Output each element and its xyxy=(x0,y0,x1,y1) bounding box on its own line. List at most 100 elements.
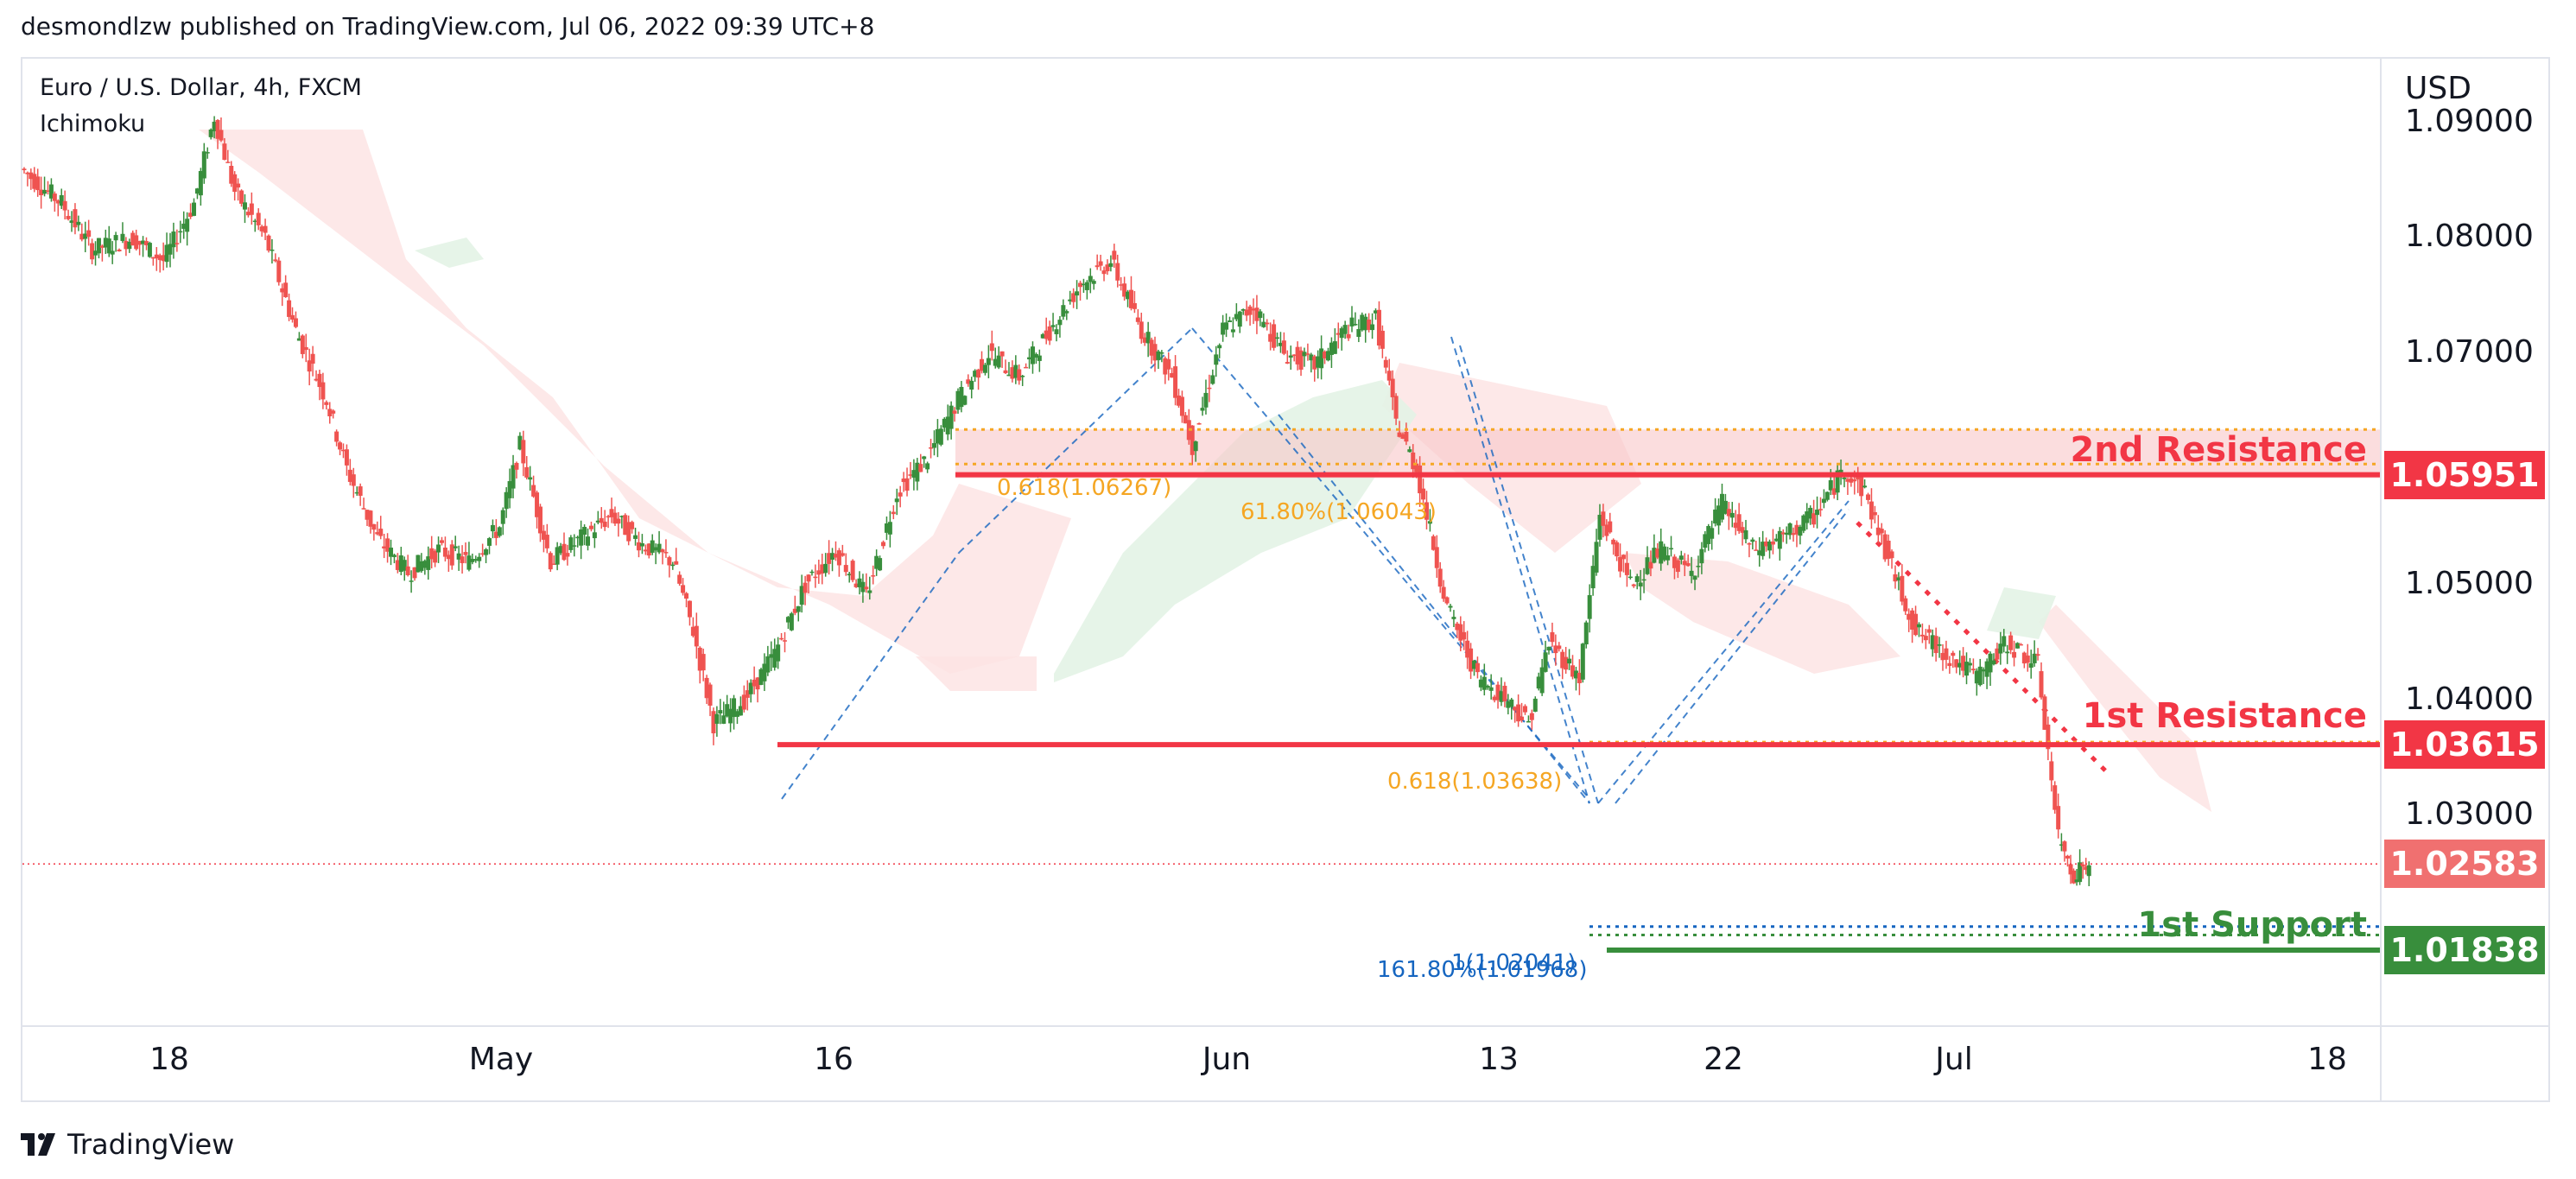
candle-body xyxy=(982,364,987,373)
candle-body xyxy=(1564,656,1569,670)
candle-body xyxy=(535,492,540,517)
candle-body xyxy=(1977,666,1983,686)
candle-body xyxy=(490,524,495,532)
pattern-line xyxy=(1597,500,1850,804)
candle-body xyxy=(568,537,574,550)
candle-body xyxy=(1227,320,1232,322)
candle-body xyxy=(327,409,333,416)
candle-body xyxy=(1984,661,1989,677)
candle-body xyxy=(90,243,95,260)
candle-body xyxy=(1078,282,1083,288)
candle-body xyxy=(616,518,621,524)
candle-body xyxy=(69,220,74,224)
candle-body xyxy=(1251,308,1256,311)
candle-body xyxy=(1594,542,1599,573)
candle-body xyxy=(867,590,872,593)
candle-body xyxy=(993,358,998,366)
candle-body xyxy=(2068,864,2073,875)
candle-body xyxy=(1444,597,1450,604)
candle-body xyxy=(1156,351,1161,360)
candle-body xyxy=(1272,324,1277,348)
candle-body xyxy=(1957,662,1963,668)
level-lines xyxy=(22,428,2381,953)
candle-body xyxy=(1094,265,1100,268)
candle-body xyxy=(470,559,475,562)
candle-body xyxy=(843,565,848,573)
candle-body xyxy=(1862,485,1868,488)
fib-label: 0.618(1.06267) xyxy=(997,475,1172,501)
candle-body xyxy=(1380,330,1385,349)
candle-body xyxy=(847,574,852,576)
candle-body xyxy=(1784,532,1789,535)
candle-body xyxy=(1339,328,1344,339)
fib-label: 1(1.02041) xyxy=(1451,950,1577,976)
candle-body xyxy=(745,690,750,698)
candle-body xyxy=(674,561,679,565)
candle-body xyxy=(157,255,162,261)
candle-body xyxy=(1064,311,1069,314)
candle-body xyxy=(633,535,638,539)
candle-body xyxy=(1135,317,1140,322)
candle-body xyxy=(259,226,264,231)
candle-body xyxy=(283,282,289,298)
candle-body xyxy=(684,593,689,599)
candle-body xyxy=(497,527,502,536)
candle-body xyxy=(779,637,784,640)
candle-body xyxy=(1421,488,1426,500)
candle-body xyxy=(1882,534,1888,560)
candle-body xyxy=(1142,337,1147,343)
candle-body xyxy=(1669,548,1674,550)
candle-body xyxy=(1091,281,1096,284)
candle-body xyxy=(1539,667,1545,694)
x-axis-tick: Jun xyxy=(1202,1042,1252,1077)
candle-body xyxy=(1020,376,1025,377)
candle-body xyxy=(1916,624,1921,628)
candle-body xyxy=(1791,533,1796,536)
candle-body xyxy=(1278,342,1283,346)
candle-body xyxy=(588,525,593,529)
candle-body xyxy=(1831,488,1837,495)
candle-body xyxy=(1652,548,1657,563)
candle-body xyxy=(1764,541,1769,547)
tradingview-logo[interactable]: TradingView xyxy=(21,1128,234,1161)
cloud-red-segment xyxy=(199,130,1071,674)
candle-body xyxy=(918,464,923,472)
candle-body xyxy=(1801,515,1806,531)
candle-body xyxy=(1696,566,1701,567)
candle-body xyxy=(1689,570,1694,576)
candle-body xyxy=(1866,494,1871,500)
candle-body xyxy=(239,190,244,204)
candle-body xyxy=(935,428,940,444)
candle-body xyxy=(1003,370,1008,374)
candle-body xyxy=(2035,654,2040,656)
candle-body xyxy=(718,710,723,714)
candle-body xyxy=(76,221,81,225)
candle-body xyxy=(1509,699,1514,707)
price-series xyxy=(22,116,2091,886)
candle-body xyxy=(1672,556,1677,568)
candle-body xyxy=(1027,357,1032,360)
candle-body xyxy=(361,508,366,510)
candle-body xyxy=(1061,305,1066,317)
candle-body xyxy=(1363,316,1368,331)
candle-body xyxy=(711,711,716,734)
candle-body xyxy=(1030,346,1035,364)
candle-body xyxy=(606,516,611,518)
candle-body xyxy=(426,556,431,570)
candle-body xyxy=(945,416,950,434)
candle-body xyxy=(1254,307,1259,321)
candle-body xyxy=(586,536,591,546)
pattern-line xyxy=(958,327,1193,554)
candle-body xyxy=(1522,706,1527,713)
candle-body xyxy=(558,546,563,554)
candle-body xyxy=(212,121,217,131)
candle-body xyxy=(442,547,447,557)
candle-body xyxy=(1448,605,1453,608)
candle-body xyxy=(653,547,658,551)
candle-body xyxy=(358,486,363,497)
candle-body xyxy=(1217,345,1222,349)
candle-body xyxy=(433,550,438,563)
candle-body xyxy=(732,698,737,718)
candle-body xyxy=(1462,631,1467,640)
